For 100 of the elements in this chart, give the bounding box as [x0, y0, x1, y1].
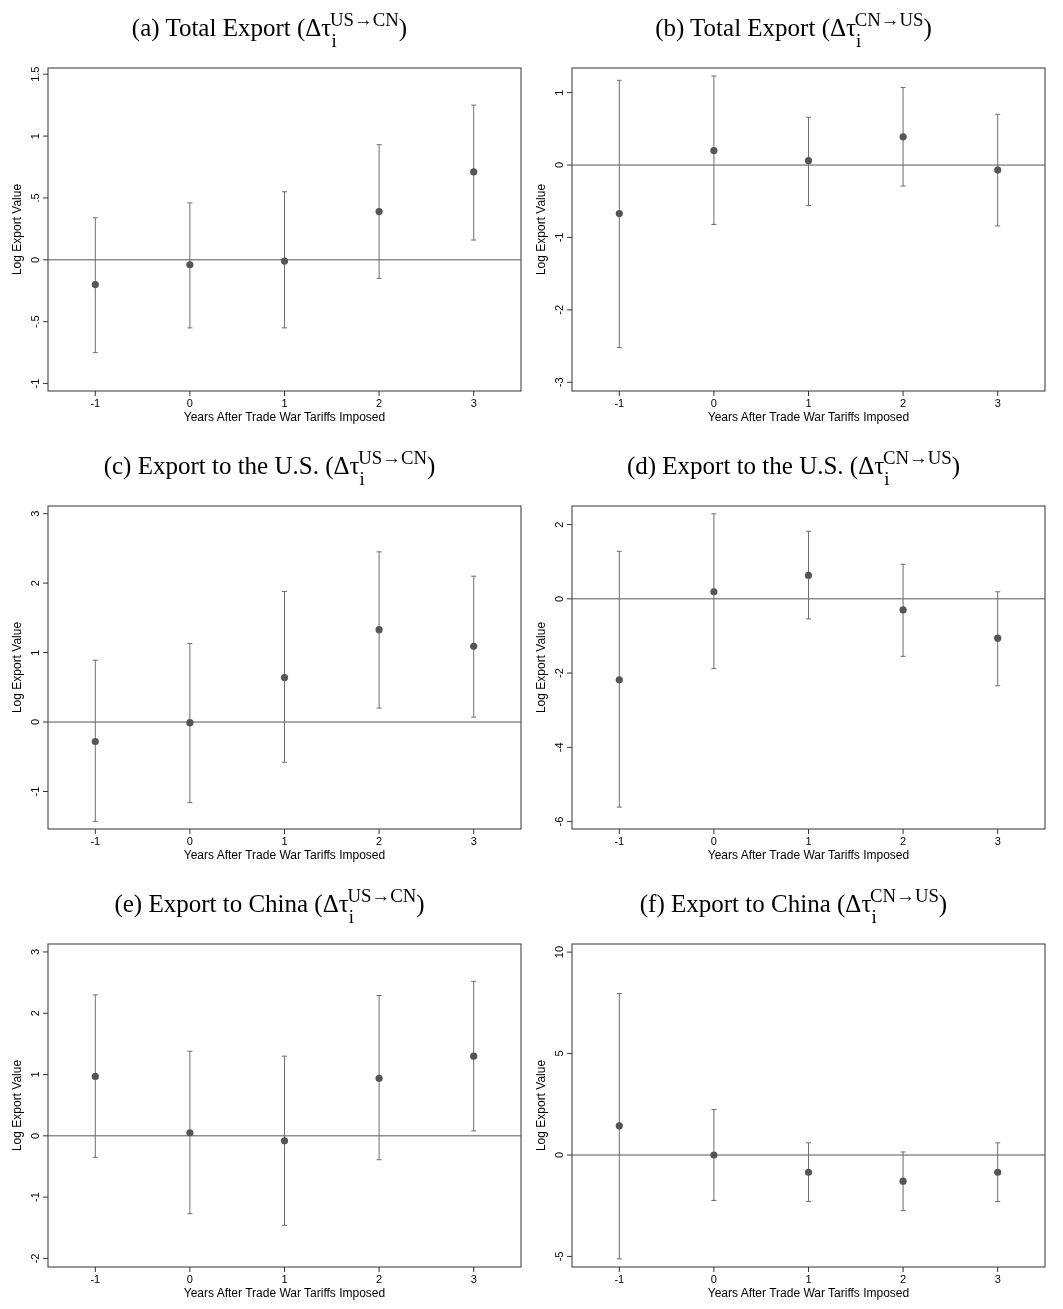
point [615, 1122, 623, 1130]
x-tick-label: -1 [614, 397, 625, 409]
point [899, 1177, 907, 1185]
x-axis-title: Years After Trade War Tariffs Imposed [183, 1286, 386, 1300]
x-tick-label: 2 [900, 835, 907, 847]
point [994, 634, 1002, 642]
y-tick-label: -1 [29, 1192, 41, 1203]
point [375, 1074, 383, 1082]
y-axis-title: Log Export Value [10, 183, 24, 276]
y-tick-label: 1 [29, 1071, 41, 1078]
x-tick-label: -1 [614, 1273, 625, 1285]
x-tick-label: 0 [186, 397, 193, 409]
y-tick-label: -6 [553, 816, 565, 827]
point [804, 571, 813, 580]
y-axis-title: Log Export Value [534, 1059, 548, 1152]
x-tick-label: 1 [281, 835, 288, 847]
y-tick-label: -2 [553, 305, 565, 315]
point [994, 1168, 1002, 1176]
x-tick-label: 1 [805, 835, 812, 847]
x-tick-label: 3 [470, 835, 477, 847]
point [91, 1072, 99, 1080]
point [186, 1129, 194, 1137]
x-tick-label: 1 [281, 1273, 288, 1285]
point [470, 1052, 478, 1060]
y-tick-label: -1 [553, 232, 565, 243]
y-axis-title: Log Export Value [534, 183, 548, 276]
x-tick-label: 0 [710, 1273, 717, 1285]
x-tick-label: 2 [376, 397, 383, 409]
x-tick-label: 3 [994, 1273, 1001, 1285]
y-tick-label: -5 [553, 1251, 565, 1262]
x-tick-label: 0 [710, 835, 717, 847]
point [615, 209, 623, 218]
point [375, 626, 383, 634]
y-tick-label: -3 [553, 377, 565, 388]
chart-title: (f) Export to China (Δτ$_{i}$$^{CN→US}$) [639, 884, 948, 927]
x-axis-title: Years After Trade War Tariffs Imposed [707, 1286, 910, 1300]
y-tick-label: 0 [553, 595, 565, 602]
x-tick-label: -1 [90, 1273, 101, 1285]
y-tick-label: 1.5 [29, 66, 41, 82]
y-tick-label: 3 [29, 510, 41, 517]
y-axis-title: Log Export Value [534, 621, 548, 714]
point [375, 207, 383, 216]
chart-title: (a) Total Export (Δτ$_{i}$$^{US→CN}$) [131, 8, 408, 51]
x-tick-label: 2 [900, 397, 907, 409]
x-tick-label: 3 [470, 1273, 477, 1285]
point [899, 606, 907, 614]
y-tick-label: -1 [29, 378, 41, 389]
y-tick-label: 2 [29, 580, 41, 587]
chart-title: (c) Export to the U.S. (Δτ$_{i}$$^{US→CN}$) [103, 446, 436, 489]
x-axis-title: Years After Trade War Tariffs Imposed [707, 848, 910, 862]
point [91, 280, 99, 289]
point [91, 737, 99, 746]
point [710, 588, 718, 596]
chart-title: (b) Total Export (Δτ$_{i}$$^{CN→US}$) [655, 8, 932, 51]
point [470, 642, 478, 650]
y-tick-label: 5 [553, 1050, 565, 1057]
point [710, 146, 718, 155]
x-tick-label: 0 [186, 835, 193, 847]
y-axis-title: Log Export Value [10, 621, 24, 714]
y-tick-label: 3 [29, 948, 41, 956]
x-tick-label: 0 [710, 397, 717, 409]
y-tick-label: 2 [29, 1010, 41, 1017]
x-tick-label: -1 [90, 835, 101, 847]
point [804, 1168, 813, 1176]
y-tick-label: -2 [553, 668, 565, 678]
x-tick-label: 1 [805, 1273, 812, 1285]
x-axis-title: Years After Trade War Tariffs Imposed [183, 848, 386, 862]
point [710, 1151, 718, 1159]
x-axis-title: Years After Trade War Tariffs Imposed [183, 410, 386, 424]
x-tick-label: -1 [614, 835, 625, 847]
point [470, 168, 478, 176]
point [186, 719, 194, 727]
x-tick-label: -1 [90, 397, 101, 409]
y-tick-label: 10 [553, 945, 565, 959]
y-tick-label: 0 [553, 1151, 565, 1159]
point [280, 257, 289, 265]
x-tick-label: 0 [186, 1273, 193, 1285]
point [280, 1137, 289, 1145]
x-axis-title: Years After Trade War Tariffs Imposed [707, 410, 910, 424]
x-tick-label: 2 [900, 1273, 907, 1285]
y-tick-label: 1 [553, 89, 565, 96]
point [615, 676, 623, 684]
y-tick-label: -1 [29, 786, 41, 797]
x-tick-label: 1 [805, 397, 812, 409]
y-tick-label: 1 [29, 649, 41, 656]
x-tick-label: 1 [281, 397, 288, 409]
y-tick-label: -4 [553, 742, 565, 753]
y-tick-label: 0 [29, 718, 41, 726]
chart-title: (e) Export to China (Δτ$_{i}$$^{US→CN}$) [114, 884, 425, 927]
y-tick-label: 0 [29, 1132, 41, 1139]
point [899, 133, 907, 141]
x-tick-label: 2 [376, 835, 383, 847]
y-tick-label: .5 [29, 193, 41, 203]
y-tick-label: 0 [553, 161, 565, 169]
point [804, 157, 813, 165]
x-tick-label: 3 [994, 397, 1001, 409]
y-tick-label: 0 [29, 256, 41, 263]
y-tick-label: -.5 [29, 315, 41, 329]
point [994, 166, 1002, 174]
point [280, 673, 289, 682]
